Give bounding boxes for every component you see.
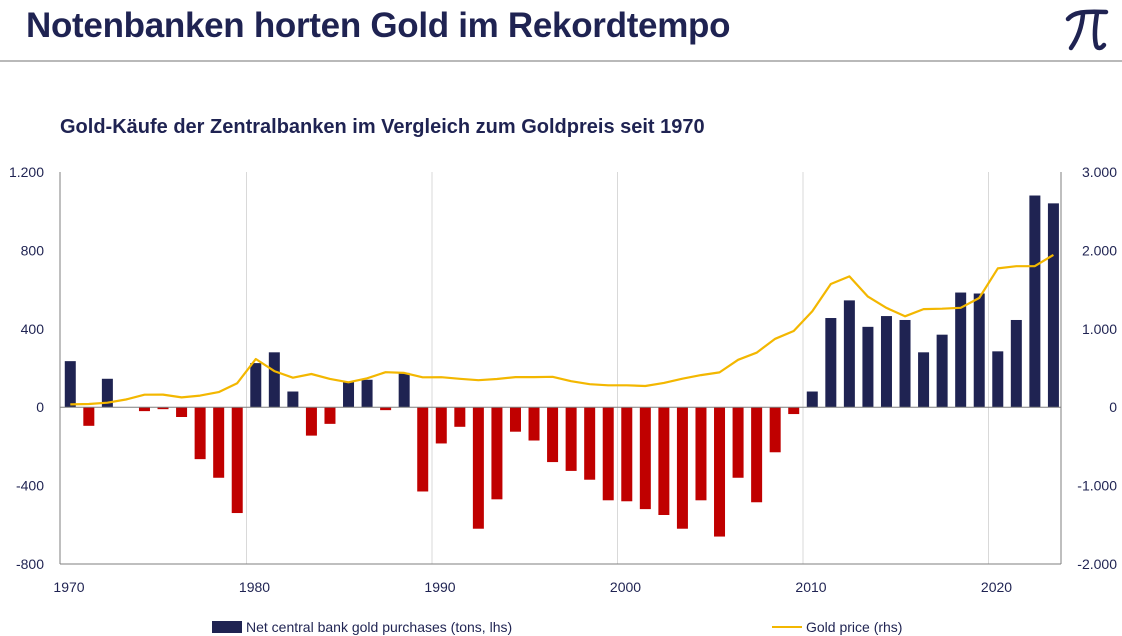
bar: [621, 407, 633, 502]
bar: [547, 407, 559, 463]
y-tick-label-right: -2.000: [1077, 556, 1117, 572]
bar: [1029, 195, 1041, 408]
bar: [83, 407, 95, 426]
legend-swatch-bar: [212, 621, 242, 633]
gold-price-line: [70, 253, 1054, 406]
bar: [435, 407, 447, 444]
x-tick-label: 1980: [239, 579, 270, 595]
bar: [138, 407, 150, 412]
bar: [343, 381, 355, 408]
bar: [380, 407, 392, 411]
bar: [176, 407, 188, 417]
y-tick-label-right: 0: [1109, 399, 1117, 415]
x-tick-label: 1970: [53, 579, 84, 595]
bar: [287, 391, 299, 408]
y-tick-label-left: 400: [21, 321, 45, 337]
bar: [788, 407, 800, 415]
bar: [936, 334, 948, 408]
bar: [584, 407, 596, 480]
bar: [324, 407, 336, 424]
bar: [639, 407, 651, 510]
legend-item-gold-price: Gold price (rhs): [772, 618, 902, 636]
bar: [602, 407, 614, 501]
y-tick-label-right: -1.000: [1077, 478, 1117, 494]
bar: [101, 378, 113, 408]
chart-title: Gold-Käufe der Zentralbanken im Vergleic…: [60, 116, 705, 138]
bar: [676, 407, 688, 529]
bar: [880, 316, 892, 408]
bar: [250, 363, 262, 408]
bar: [751, 407, 763, 503]
x-tick-label: 2010: [795, 579, 826, 595]
bar: [398, 372, 410, 408]
y-tick-label-left: -800: [16, 556, 44, 572]
bar: [825, 318, 837, 408]
y-tick-label-left: -400: [16, 478, 44, 494]
y-tick-label-right: 1.000: [1082, 321, 1117, 337]
bar: [565, 407, 577, 471]
bar: [899, 319, 911, 408]
y-tick-label-right: 2.000: [1082, 242, 1117, 258]
header-divider: [0, 60, 1122, 62]
bar: [268, 352, 280, 408]
bar: [955, 292, 967, 408]
legend-label-gold-price: Gold price (rhs): [806, 619, 903, 635]
legend-label-purchases: Net central bank gold purchases (tons, l…: [246, 619, 513, 635]
bar: [1010, 319, 1022, 408]
bar: [1047, 203, 1059, 408]
legend-swatch-line: [772, 626, 802, 628]
bar: [213, 407, 225, 478]
bar: [361, 379, 373, 408]
bar: [194, 407, 206, 460]
bar: [528, 407, 540, 441]
bar: [64, 361, 76, 408]
y-tick-label-left: 1.200: [9, 164, 44, 180]
bar: [992, 351, 1004, 408]
bar: [732, 407, 744, 478]
bar: [843, 300, 855, 408]
bar: [862, 326, 874, 408]
bar: [472, 407, 484, 529]
bar: [157, 407, 169, 410]
bar: [973, 293, 985, 408]
y-tick-label-right: 3.000: [1082, 164, 1117, 180]
bar: [658, 407, 670, 515]
x-tick-label: 1990: [424, 579, 455, 595]
bar: [509, 407, 521, 432]
bar: [769, 407, 781, 453]
x-tick-label: 2000: [610, 579, 641, 595]
bar: [695, 407, 707, 501]
bar: [491, 407, 503, 500]
legend-item-purchases: Net central bank gold purchases (tons, l…: [212, 618, 512, 636]
bar: [454, 407, 466, 427]
bar: [231, 407, 243, 514]
bar: [417, 407, 429, 492]
bar: [305, 407, 317, 436]
pi-logo-icon: [1065, 9, 1109, 51]
y-tick-label-left: 800: [21, 242, 45, 258]
bar: [714, 407, 726, 537]
page-title: Notenbanken horten Gold im Rekordtempo: [26, 6, 731, 45]
x-tick-label: 2020: [981, 579, 1012, 595]
bar: [918, 352, 930, 408]
y-tick-label-left: 0: [36, 399, 44, 415]
bar: [806, 391, 818, 408]
